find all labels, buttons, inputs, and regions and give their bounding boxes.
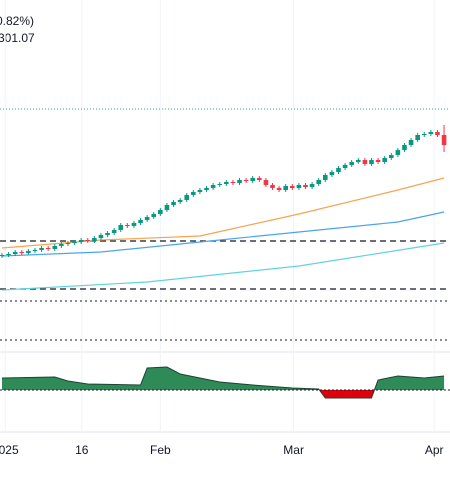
candle-body [85,240,91,241]
candle-body [243,180,249,181]
candle-body [197,190,203,192]
candle-body [303,185,308,187]
candle-body [342,165,348,168]
candle-body [250,178,256,181]
candle-body [131,223,137,226]
header-value: 301.07 [0,31,35,45]
candle-body [435,132,440,135]
candle-body [19,252,25,253]
candle-body [39,248,44,250]
candle-body [322,175,328,180]
candle-body [59,244,64,246]
candle-body [0,255,5,256]
x-tick-label: Mar [283,443,304,457]
ma-line [1,242,445,291]
candle-body [92,238,97,241]
candle-body [6,254,11,255]
candle-body [402,145,407,150]
candle-body [441,135,447,145]
oscillator-area-negative [1,390,445,398]
candle-body [290,186,295,188]
ma-line [1,177,445,249]
candle-body [257,178,262,180]
x-tick-label: 16 [75,443,89,457]
candle-body [270,185,275,188]
candle-body [45,248,51,249]
candle-body [382,158,387,162]
candle-body [52,246,58,249]
candle-body [336,168,341,172]
candle-body [395,150,401,155]
candle-body [349,162,354,165]
candle-body [72,242,77,243]
candle-body [111,230,117,233]
candle-body [191,192,196,195]
candle-body [151,214,157,217]
candle-body [184,195,190,200]
candle-body [309,184,315,187]
candle-body [105,233,110,235]
candle-body [375,160,381,162]
candle-body [263,180,269,185]
candle-body [230,182,236,183]
candle-body [158,210,163,214]
candle-body [276,188,282,190]
candle-body [12,252,18,254]
candle-body [283,186,289,190]
candle-body [26,251,31,253]
candle-body [125,225,130,226]
candle-body [138,220,143,223]
candle-body [217,184,223,185]
candle-body [171,202,176,205]
x-tick-label: 2025 [0,443,19,457]
candle-body [388,155,394,158]
candle-body [316,180,321,184]
candle-body [98,235,104,238]
candle-body [164,205,170,210]
candle-body [369,160,374,164]
x-tick-label: Feb [150,443,171,457]
x-tick-label: Apr [425,443,444,457]
header-change: 0.82%) [0,14,34,28]
candle-body [224,182,229,184]
candle-body [355,160,361,162]
candle-body [78,240,84,242]
candle-body [65,243,71,244]
candle-body [408,140,414,145]
candle-body [210,185,216,188]
candle-body [237,180,242,183]
candle-body [428,132,434,134]
candle-body [296,185,302,188]
candle-body [32,250,38,251]
candle-body [204,188,209,190]
candle-body [329,172,335,175]
candle-body [118,225,124,230]
oscillator-line [1,366,445,399]
candle-body [362,160,368,164]
ma-line [1,211,445,257]
candle-body [144,217,150,220]
candle-body [421,134,427,135]
oscillator-area-positive [1,367,445,390]
candle-body [415,135,420,140]
candle-body [177,200,183,202]
